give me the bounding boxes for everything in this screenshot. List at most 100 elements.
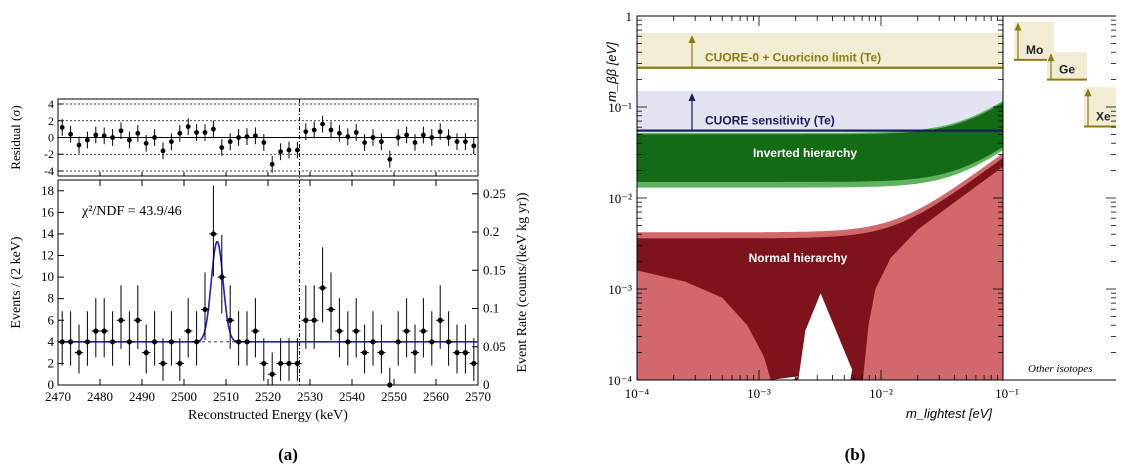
residual-y-tick-label: -4 — [44, 164, 54, 178]
normal-hierarchy-label: Normal hierarchy — [749, 251, 848, 265]
y-tick-label: 4 — [48, 334, 55, 349]
residual-point — [85, 137, 90, 143]
residual-point — [278, 149, 283, 155]
x-tick-label: 2490 — [129, 389, 155, 404]
right-y-tick-label: 0.25 — [483, 186, 506, 201]
residual-point — [286, 147, 292, 153]
data-point — [177, 360, 183, 367]
data-point — [420, 328, 426, 334]
residual-point — [295, 147, 300, 153]
data-point — [194, 339, 200, 345]
data-point — [261, 360, 267, 367]
data-point — [101, 328, 107, 334]
y-axis-label: Events / (2 keV) — [9, 236, 24, 328]
data-point — [471, 360, 477, 367]
y-tick-label: 1 — [626, 9, 633, 24]
cuore-sensitivity-label: CUORE sensitivity (Te) — [705, 114, 835, 128]
limit-arrow-head — [688, 92, 696, 101]
isotope-arrow-head — [1014, 22, 1022, 31]
data-point — [244, 339, 250, 345]
residual-point — [160, 148, 166, 154]
residual-point — [93, 132, 99, 138]
residual-point — [320, 121, 325, 127]
residual-point — [194, 130, 200, 135]
isotope-arrow-head — [1047, 53, 1055, 62]
right-y-tick-label: 0.15 — [483, 262, 506, 277]
data-point — [252, 328, 258, 334]
data-point — [143, 350, 149, 356]
residual-point — [404, 132, 409, 138]
y-tick-label: 12 — [41, 248, 54, 263]
data-point — [294, 360, 300, 367]
cuore0-limit-label: CUORE-0 + Cuoricino limit (Te) — [705, 51, 881, 65]
data-point — [126, 339, 132, 345]
residual-point — [429, 135, 435, 140]
data-point — [76, 350, 82, 356]
data-point — [160, 360, 166, 367]
panel-a-label: (a) — [278, 445, 298, 464]
residual-point — [227, 139, 233, 145]
x-tick-label: 2540 — [339, 389, 365, 404]
data-point — [429, 339, 435, 345]
isotope-arrow-head — [1084, 88, 1092, 97]
data-point — [59, 339, 65, 345]
data-point — [328, 306, 334, 313]
y-tick-label: 2 — [48, 355, 55, 370]
residual-point — [370, 135, 376, 140]
residual-point — [379, 139, 384, 145]
funnel-gap — [770, 376, 799, 380]
data-point — [412, 350, 418, 356]
cuore-sensitivity-band — [637, 90, 1003, 131]
y-tick-label: 8 — [48, 291, 55, 306]
residual-point — [135, 130, 141, 136]
panel-b: CUORE-0 + Cuoricino limit (Te) CUORE sens… — [604, 9, 1116, 421]
data-point — [68, 339, 74, 345]
residual-point — [68, 131, 73, 137]
data-point — [227, 317, 233, 323]
residual-point — [387, 156, 393, 162]
plot-area: CUORE-0 + Cuoricino limit (Te) CUORE sens… — [637, 33, 1003, 380]
residual-point — [395, 135, 401, 140]
isotope-label: Xe — [1096, 110, 1111, 124]
x-tick-label: 2480 — [87, 389, 113, 404]
residual-y-tick-label: 0 — [48, 131, 54, 145]
x-tick-label: 10⁻¹ — [995, 386, 1019, 401]
data-point — [437, 317, 443, 323]
panel-b-label: (b) — [845, 445, 866, 464]
residual-point — [412, 140, 418, 145]
residual-point — [244, 134, 250, 140]
data-point — [152, 339, 158, 345]
data-point — [311, 317, 317, 323]
residual-point — [362, 140, 367, 145]
y-tick-label: 10⁻² — [608, 191, 632, 206]
y-tick-label: 10 — [41, 269, 54, 284]
residual-point — [236, 135, 242, 140]
isotope-label: Mo — [1026, 43, 1043, 57]
y-tick-label: 0 — [48, 377, 55, 392]
x-tick-label: 2570 — [465, 389, 491, 404]
x-tick-label: 2510 — [213, 389, 239, 404]
data-point — [269, 371, 275, 377]
inverted-hierarchy-label: Inverted hierarchy — [753, 146, 857, 160]
x-tick-label: 10⁻³ — [747, 386, 771, 401]
residual-point — [110, 135, 115, 140]
residual-point — [169, 139, 174, 145]
x-tick-label: 2470 — [45, 389, 71, 404]
right-y-tick-label: 0.2 — [483, 224, 499, 239]
residual-point — [101, 133, 107, 139]
residual-point — [446, 135, 451, 140]
data-point — [387, 382, 393, 388]
residual-point — [219, 145, 225, 150]
x-tick-label: 10⁻⁴ — [625, 386, 650, 401]
data-point — [462, 350, 468, 356]
normal-hierarchy-inner — [637, 157, 1003, 380]
data-point — [378, 350, 384, 356]
residual-y-tick-label: 4 — [48, 97, 54, 111]
right-y-axis-label: Event Rate (counts/(keV kg yr)) — [515, 192, 530, 372]
data-point — [454, 350, 460, 356]
residual-point — [337, 130, 342, 136]
data-point — [202, 306, 208, 313]
residual-y-tick-label: -2 — [44, 147, 54, 161]
residual-point — [152, 135, 158, 140]
data-point — [219, 274, 225, 280]
